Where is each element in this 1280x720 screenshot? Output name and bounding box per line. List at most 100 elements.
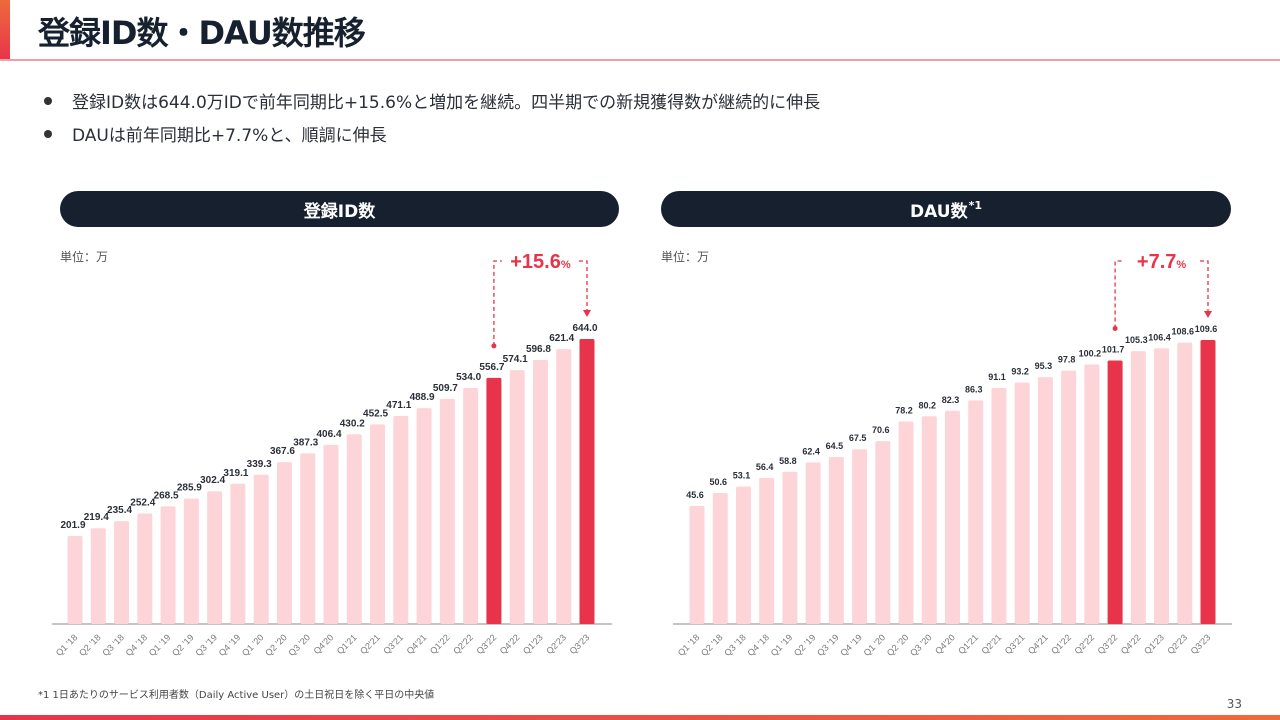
data-label: 534.0 [456,372,481,383]
bar [735,486,751,624]
x-tick-label: Q3 '19 [815,632,841,658]
data-label: 106.4 [1148,332,1171,342]
data-label: 53.1 [733,471,751,481]
x-tick-label: Q4'20 [933,632,957,656]
x-tick-label: Q3 '18 [100,632,126,658]
x-tick-label: Q1 '20 [862,632,888,658]
bar [828,456,844,624]
bar [945,410,960,624]
data-label: 596.8 [526,344,551,355]
x-tick-label: Q2 '18 [77,632,103,658]
bar [253,474,269,624]
bar [1014,382,1030,624]
x-tick-label: Q3'21 [1003,632,1027,656]
x-tick-label: Q1'23 [1142,632,1166,656]
footnote: *1 1日あたりのサービス利用者数（Daily Active User）の土日祝… [38,690,435,701]
x-tick-label: Q4'22 [1119,632,1143,656]
data-label: 105.3 [1125,335,1148,345]
data-label: 509.7 [433,383,458,394]
data-label: 574.1 [503,354,528,365]
bullet-dot-icon [44,129,52,138]
x-tick-label: Q1'21 [956,632,980,656]
annotation-bg [507,251,574,273]
bar [556,349,572,624]
data-label: 86.3 [965,384,983,394]
data-label: 235.4 [107,505,132,516]
annotation-bg [1133,251,1190,273]
bar [875,441,891,624]
bar [486,377,502,624]
bar [712,493,728,624]
bar [805,462,821,624]
bar [439,398,455,624]
bar [370,424,386,624]
data-label: 644.0 [572,323,597,334]
yoy-growth-value: +15.6 [510,251,561,273]
bar [1107,360,1123,624]
x-tick-label: Q2'22 [1072,632,1096,656]
bar [1130,351,1146,624]
annotation-bracket-left [1114,260,1124,329]
annotation-start-dot [1112,325,1118,331]
bar [898,421,914,624]
bar [393,416,409,624]
bar [852,449,868,624]
x-tick-label: Q3'21 [381,632,405,656]
x-tick-label: Q3'22 [474,632,498,656]
x-tick-label: Q3 '20 [287,632,313,658]
data-label: 302.4 [200,475,225,486]
x-tick-label: Q4 '19 [217,632,243,658]
data-label: 56.4 [756,462,774,472]
data-label: 101.7 [1102,344,1125,354]
x-tick-label: Q3 '19 [193,632,219,658]
bar [689,506,705,624]
x-tick-label: Q2'22 [451,632,475,656]
bar [782,471,798,624]
registered-ids-chart: 201.9 Q1 '18 219.4 Q2 '18 235.4 Q3 '18 252.4 Q4… [52,251,612,658]
data-label: 108.6 [1172,327,1195,337]
bar [1037,377,1053,624]
bullet-item: DAUは前年同期比+7.7%と、順調に伸長 [44,117,820,150]
x-tick-label: Q1'22 [1049,632,1073,656]
bar [67,536,83,624]
data-label: 339.3 [247,459,272,470]
data-label: 78.2 [895,405,913,415]
x-tick-label: Q3'23 [1189,632,1213,656]
data-label: 406.4 [316,429,341,440]
bar [300,453,316,624]
data-label: 82.3 [942,395,960,405]
yoy-growth-unit: % [561,259,571,271]
data-label: 285.9 [177,483,202,494]
x-tick-label: Q3 '20 [908,632,934,658]
annotation-bracket-right [1200,260,1209,312]
x-tick-label: Q4 '18 [745,632,771,658]
x-tick-label: Q4'21 [1026,632,1050,656]
bar [323,444,339,624]
bar [276,462,292,624]
page-title: 登録ID数・DAU数推移 [38,14,366,52]
bar [114,521,130,624]
data-label: 100.2 [1079,348,1102,358]
x-tick-label: Q2'21 [358,632,382,656]
chart-title-registered-ids: 登録ID数 [60,191,619,227]
data-label: 488.9 [410,392,435,403]
annotation-arrow-icon [1204,311,1212,318]
x-tick-label: Q2 '20 [885,632,911,658]
data-label: 95.3 [1035,361,1053,371]
x-tick-label: Q2'23 [544,632,568,656]
bar [1200,340,1216,624]
data-label: 319.1 [223,468,248,479]
bar [921,416,937,624]
bar [579,339,595,624]
data-label: 97.8 [1058,355,1076,365]
data-label: 268.5 [154,490,179,501]
data-label: 80.2 [919,400,937,410]
data-label: 62.4 [802,446,820,456]
title-accent-bar [0,0,10,60]
x-tick-label: Q4'20 [312,632,336,656]
data-label: 67.5 [849,433,867,443]
bar [416,408,432,624]
data-label: 201.9 [60,520,85,531]
data-label: 45.6 [686,490,704,500]
